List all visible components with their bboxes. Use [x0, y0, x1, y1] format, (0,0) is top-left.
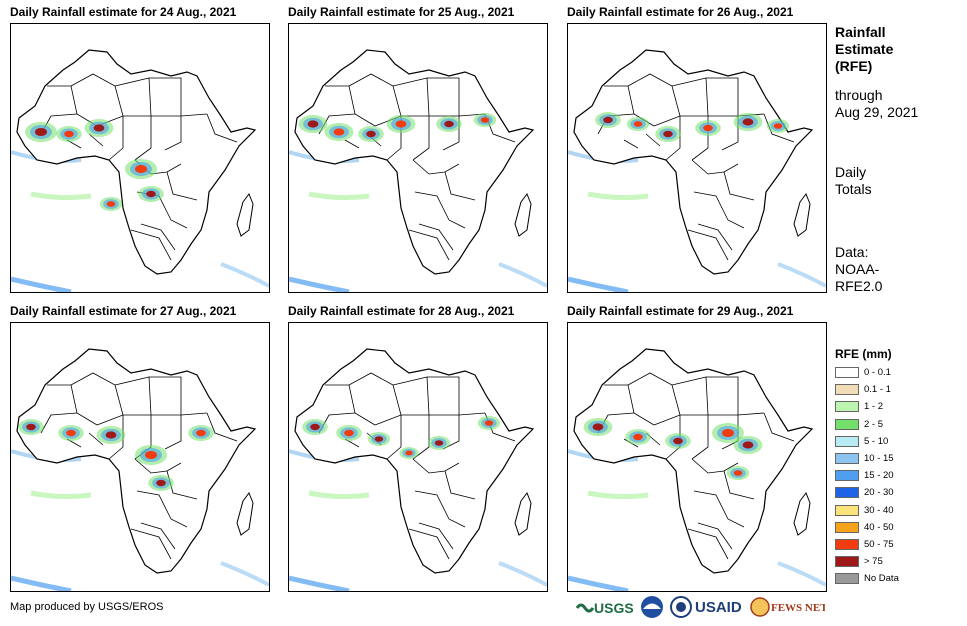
map-panel-title: Daily Rainfall estimate for 29 Aug., 202…	[567, 304, 794, 318]
map-panel-title: Daily Rainfall estimate for 27 Aug., 202…	[10, 304, 237, 318]
legend-item: 30 - 40	[835, 504, 894, 518]
usgs-wave-icon: USGS	[575, 600, 634, 616]
legend-swatch	[835, 401, 859, 413]
map-panel: Daily Rainfall estimate for 28 Aug., 202…	[288, 304, 566, 592]
usaid-seal-icon	[670, 596, 692, 618]
legend-swatch	[835, 452, 859, 464]
legend-swatch	[835, 504, 859, 516]
legend-label: 0.1 - 1	[864, 384, 891, 396]
side-totals: Daily Totals	[835, 164, 872, 197]
legend-swatch	[835, 538, 859, 550]
fews-net-icon: FEWS NET	[750, 597, 828, 617]
legend-swatch	[835, 573, 859, 585]
legend-label: 30 - 40	[864, 504, 894, 516]
usaid-seal-logo	[669, 594, 693, 620]
legend-label: 0 - 0.1	[864, 367, 891, 378]
legend-item: 1 - 2	[835, 400, 883, 414]
side-data-source: Data: NOAA- RFE2.0	[835, 244, 883, 294]
legend-label: 1 - 2	[864, 401, 884, 413]
legend-swatch	[835, 384, 859, 396]
usgs-logo: USGS	[575, 594, 634, 620]
legend-item: 50 - 75	[835, 538, 894, 552]
legend-item: 5 - 10	[835, 435, 888, 449]
legend-item: 40 - 50	[835, 521, 894, 535]
legend-item: > 75	[835, 555, 883, 569]
legend-swatch	[835, 435, 859, 447]
fews-net-logo: FEWS NET	[749, 594, 828, 620]
africa-rainfall-map	[288, 23, 548, 293]
map-panel: Daily Rainfall estimate for 27 Aug., 202…	[10, 304, 288, 592]
legend-item: 0 - 0.1	[835, 366, 891, 380]
africa-rainfall-map	[10, 322, 270, 592]
noaa-icon	[641, 596, 663, 618]
svg-text:USGS: USGS	[594, 600, 633, 616]
map-panel: Daily Rainfall estimate for 26 Aug., 202…	[567, 5, 845, 293]
legend-swatch	[835, 418, 859, 430]
logos-bar: USGS USAID FEWS NET	[575, 594, 828, 620]
usaid-logo: USAID	[695, 594, 747, 620]
legend-swatch	[835, 470, 859, 482]
map-panel-title: Daily Rainfall estimate for 24 Aug., 202…	[10, 5, 237, 19]
africa-rainfall-map	[10, 23, 270, 293]
africa-rainfall-map	[567, 322, 827, 592]
legend-label: 20 - 30	[864, 487, 894, 499]
legend-label: No Data	[864, 573, 899, 585]
noaa-logo	[639, 594, 665, 620]
africa-rainfall-map	[567, 23, 827, 293]
legend-swatch	[835, 366, 859, 378]
legend-item: 10 - 15	[835, 452, 894, 466]
legend-label: 2 - 5	[864, 418, 884, 430]
map-panel-title: Daily Rainfall estimate for 26 Aug., 202…	[567, 5, 794, 19]
legend-item: 20 - 30	[835, 486, 894, 500]
usaid-text-icon: USAID	[695, 599, 742, 616]
legend-label: 50 - 75	[864, 539, 894, 550]
side-through: through Aug 29, 2021	[835, 87, 919, 120]
legend-title: RFE (mm)	[835, 347, 892, 361]
legend-item: 15 - 20	[835, 469, 894, 483]
legend-label: 5 - 10	[864, 435, 889, 447]
legend-swatch	[835, 556, 859, 568]
map-panel: Daily Rainfall estimate for 25 Aug., 202…	[288, 5, 566, 293]
map-panel: Daily Rainfall estimate for 24 Aug., 202…	[10, 5, 288, 293]
map-panel-title: Daily Rainfall estimate for 25 Aug., 202…	[288, 5, 515, 19]
legend-swatch	[835, 487, 859, 499]
legend-swatch	[835, 521, 859, 533]
map-panel-title: Daily Rainfall estimate for 28 Aug., 202…	[288, 304, 515, 318]
legend-label: 15 - 20	[864, 470, 894, 482]
legend-item: 0.1 - 1	[835, 383, 891, 397]
legend-item: 2 - 5	[835, 418, 883, 432]
map-credit: Map produced by USGS/EROS	[10, 601, 164, 613]
svg-text:FEWS NET: FEWS NET	[771, 602, 825, 614]
map-panel: Daily Rainfall estimate for 29 Aug., 202…	[567, 304, 845, 592]
side-title: Rainfall Estimate (RFE)	[835, 24, 894, 74]
svg-text:USAID: USAID	[695, 599, 742, 616]
legend-label: > 75	[864, 556, 883, 568]
africa-rainfall-map	[288, 322, 548, 592]
legend-label: 40 - 50	[864, 521, 894, 533]
legend-item: No Data	[835, 572, 899, 586]
legend-label: 10 - 15	[864, 453, 894, 464]
